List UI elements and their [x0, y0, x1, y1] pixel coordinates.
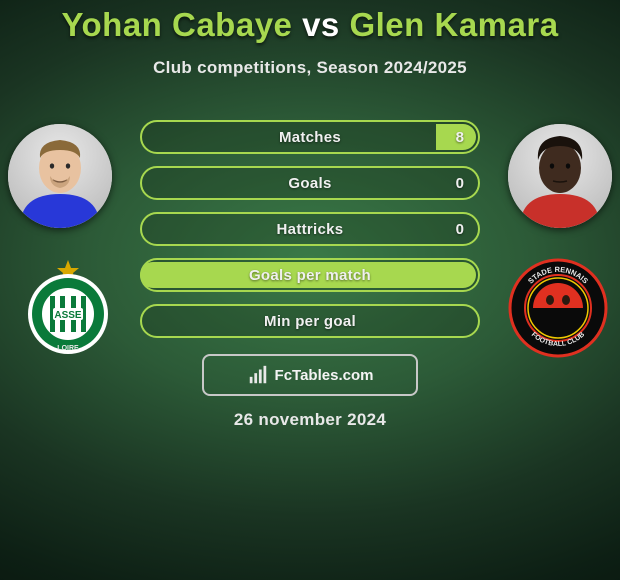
stat-bars: Matches 8 Goals 0 Hattricks 0 Goals per … [140, 120, 480, 338]
player2-avatar [508, 124, 612, 228]
player1-crest: ASSE LOIRE [18, 258, 118, 358]
crest2-wrap: STADE RENNAIS FOOTBALL CLUB [508, 258, 612, 358]
player2-avatar-svg [508, 124, 612, 228]
page-title: Yohan Cabaye vs Glen Kamara [0, 0, 620, 44]
fctables-logo-text: FcTables.com [275, 367, 374, 384]
bar-mpg: Min per goal [140, 304, 480, 338]
player1-avatar-svg [8, 124, 112, 228]
title-player1: Yohan Cabaye [61, 6, 292, 43]
bar-mpg-label: Min per goal [264, 313, 356, 330]
crest2-svg: STADE RENNAIS FOOTBALL CLUB [508, 258, 608, 358]
bar-hattricks-right: 0 [456, 221, 464, 238]
bar-matches-label: Matches [279, 129, 341, 146]
bar-chart-icon [247, 364, 269, 386]
bar-goals-right: 0 [456, 175, 464, 192]
right-column: STADE RENNAIS FOOTBALL CLUB [508, 124, 612, 358]
bar-matches-right: 8 [456, 129, 464, 146]
bar-gpm-label: Goals per match [249, 267, 371, 284]
bar-hattricks-label: Hattricks [277, 221, 344, 238]
svg-text:LOIRE: LOIRE [57, 345, 79, 352]
bar-goals: Goals 0 [140, 166, 480, 200]
player1-avatar [8, 124, 112, 228]
fctables-logo: FcTables.com [202, 354, 418, 396]
bar-gpm: Goals per match [140, 258, 480, 292]
bar-goals-label: Goals [288, 175, 331, 192]
subtitle: Club competitions, Season 2024/2025 [0, 58, 620, 78]
svg-text:ASSE: ASSE [54, 310, 82, 321]
crest1-wrap: ASSE LOIRE [18, 258, 118, 358]
bar-matches: Matches 8 [140, 120, 480, 154]
player2-crest: STADE RENNAIS FOOTBALL CLUB [508, 258, 608, 358]
left-column: ASSE LOIRE [8, 124, 118, 358]
date-label: 26 november 2024 [0, 410, 620, 430]
title-player2: Glen Kamara [349, 6, 558, 43]
title-vs: vs [302, 6, 340, 43]
bar-hattricks: Hattricks 0 [140, 212, 480, 246]
comparison-card: Yohan Cabaye vs Glen Kamara Club competi… [0, 0, 620, 580]
crest1-svg: ASSE LOIRE [18, 258, 118, 358]
